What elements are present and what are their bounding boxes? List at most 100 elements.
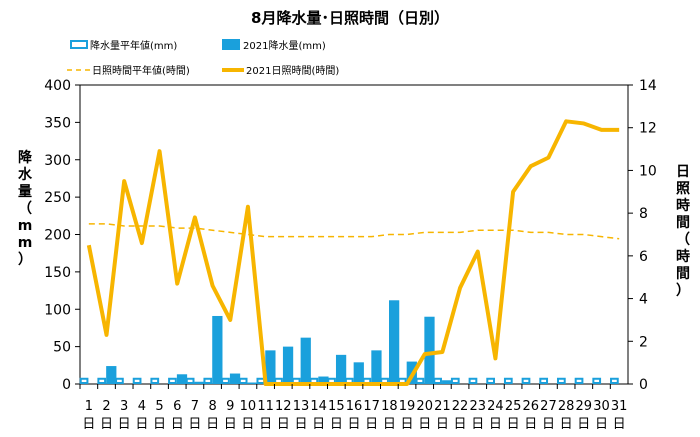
precip-normal-bar (521, 377, 531, 384)
x-tick-label: 1 (85, 399, 93, 414)
x-axis: 1日2日3日4日5日6日7日8日9日10日11日12日13日14日15日16日1… (79, 384, 628, 432)
left-tick-label: 350 (44, 115, 71, 131)
x-tick-suffix: 日 (383, 417, 396, 432)
x-tick-suffix: 日 (224, 417, 237, 432)
precip-normal-bar (97, 377, 107, 384)
precip-normal-bar (185, 377, 195, 384)
x-tick-label: 30 (593, 399, 610, 414)
left-tick-label: 100 (44, 302, 71, 318)
x-tick-label: 3 (120, 399, 128, 414)
x-tick-suffix: 日 (259, 417, 272, 432)
precip-normal-bar (503, 377, 513, 384)
x-tick-suffix: 日 (277, 417, 290, 432)
legend-label-precip-normal: 降水量平年値(mm) (90, 39, 177, 52)
x-tick-label: 23 (469, 399, 486, 414)
x-tick-label: 20 (416, 399, 433, 414)
precip-normal-bar (486, 377, 496, 384)
precip-2021-bars (106, 300, 453, 384)
x-tick-label: 16 (346, 399, 363, 414)
sunshine-lines (86, 119, 620, 386)
chart-title: 8月降水量･日照時間（日別） (251, 9, 449, 27)
precip-2021-bar (282, 346, 294, 384)
left-tick-label: 250 (44, 190, 71, 206)
precip-2021-bar (371, 350, 382, 384)
left-axis: 0 50 100 150 200 250 300 350 400 (44, 78, 80, 393)
left-tick-label: 400 (44, 78, 71, 94)
legend-swatch-precip-normal (70, 40, 88, 49)
precip-normal-bar (115, 377, 124, 384)
right-axis-title: 日照時間（時間） (676, 164, 690, 299)
x-tick-suffix: 日 (471, 417, 484, 432)
x-tick-label: 5 (155, 399, 163, 414)
precip-normal-bar (592, 377, 602, 384)
right-tick-label: 8 (639, 206, 648, 222)
sunshine-normal-line (88, 223, 620, 240)
x-tick-suffix: 日 (100, 417, 113, 432)
x-tick-label: 27 (540, 399, 557, 414)
right-axis: 0 2 4 6 8 10 12 14 (628, 78, 657, 393)
x-tick-suffix: 日 (153, 417, 166, 432)
right-tick-label: 6 (639, 249, 648, 265)
legend-label-sun-normal: 日照時間平年値(時間) (92, 64, 190, 77)
left-axis-title: 降水量（ m m） (18, 149, 33, 268)
plot-area (79, 84, 629, 385)
x-tick-label: 28 (558, 399, 575, 414)
x-tick-suffix: 日 (613, 417, 626, 432)
precip-2021-bar (106, 366, 117, 384)
left-tick-label: 50 (53, 340, 71, 356)
precip-2021-bar (318, 376, 329, 384)
precip-normal-bar (468, 377, 478, 384)
x-tick-label: 8 (208, 399, 216, 414)
x-tick-suffix: 日 (206, 417, 219, 432)
x-tick-suffix: 日 (436, 417, 449, 432)
x-tick-label: 25 (505, 399, 522, 414)
precip-2021-bar (424, 316, 435, 384)
precip-normal-bar (132, 377, 142, 384)
x-tick-label: 18 (381, 399, 398, 414)
sunshine-2021-line (86, 119, 620, 386)
left-tick-label: 300 (44, 153, 71, 169)
precip-normal-bar (610, 377, 619, 384)
right-tick-label: 12 (639, 121, 657, 137)
left-tick-label: 150 (44, 265, 71, 281)
x-tick-suffix: 日 (347, 417, 360, 432)
x-tick-suffix: 日 (82, 417, 95, 432)
left-tick-label: 0 (62, 377, 71, 393)
precip-2021-bar (212, 315, 223, 384)
left-tick-label: 200 (44, 228, 71, 244)
x-tick-suffix: 日 (365, 417, 378, 432)
x-tick-suffix: 日 (401, 417, 414, 432)
precip-normal-bar (556, 377, 566, 384)
x-tick-label: 31 (611, 399, 628, 414)
x-tick-label: 24 (487, 399, 504, 414)
precip-normal-bar (433, 377, 442, 384)
precip-normal-bar (168, 377, 177, 384)
x-tick-suffix: 日 (118, 417, 131, 432)
x-tick-label: 29 (576, 399, 593, 414)
x-tick-suffix: 日 (171, 417, 184, 432)
precip-normal-bar (221, 377, 230, 384)
right-tick-label: 0 (639, 377, 648, 393)
precip-2021-bar (247, 382, 258, 384)
legend-swatch-precip-2021 (222, 39, 240, 50)
x-tick-suffix: 日 (524, 417, 537, 432)
precip-normal-bar (415, 377, 425, 384)
x-tick-label: 13 (293, 399, 310, 414)
x-tick-suffix: 日 (577, 417, 590, 432)
precip-normal-bar (150, 377, 160, 384)
x-tick-label: 7 (191, 399, 199, 414)
x-tick-suffix: 日 (241, 417, 254, 432)
precip-2021-bar (176, 374, 188, 384)
x-tick-suffix: 日 (330, 417, 343, 432)
right-tick-label: 14 (639, 78, 657, 94)
precip-2021-bar (442, 380, 453, 384)
precip-2021-bar (353, 362, 364, 384)
x-tick-label: 2 (102, 399, 110, 414)
x-tick-label: 12 (275, 399, 292, 414)
x-tick-label: 9 (226, 399, 234, 414)
x-tick-suffix: 日 (135, 417, 148, 432)
precip-2021-bar (265, 350, 276, 384)
precip-2021-bar (194, 381, 205, 384)
